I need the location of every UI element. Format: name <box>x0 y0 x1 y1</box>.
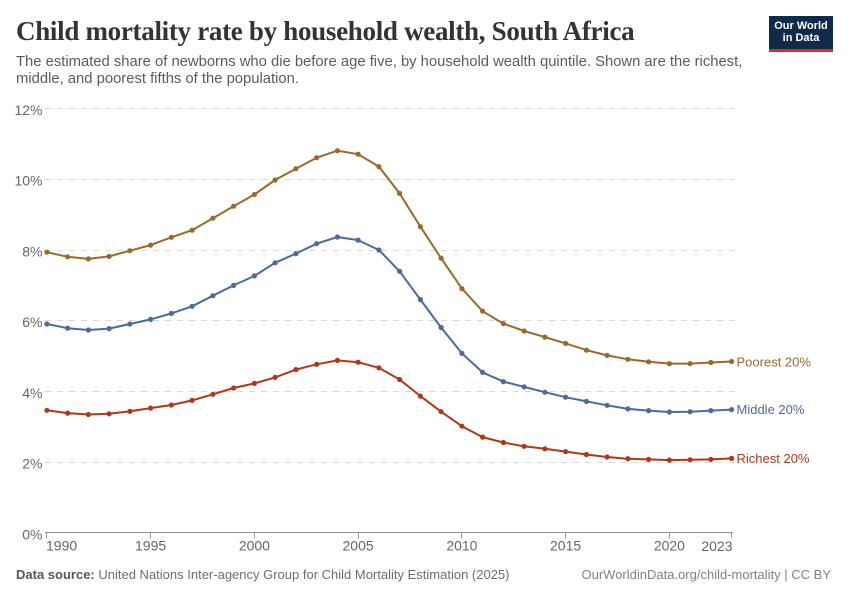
svg-text:10%: 10% <box>14 173 42 189</box>
svg-text:2000: 2000 <box>239 538 270 554</box>
svg-text:8%: 8% <box>22 243 42 259</box>
svg-text:2015: 2015 <box>550 538 581 554</box>
svg-text:12%: 12% <box>14 102 42 118</box>
svg-text:2%: 2% <box>22 456 42 472</box>
svg-text:Richest 20%: Richest 20% <box>737 451 810 466</box>
svg-text:1990: 1990 <box>46 538 77 554</box>
svg-text:1995: 1995 <box>135 538 166 554</box>
svg-text:2005: 2005 <box>343 538 374 554</box>
svg-text:4%: 4% <box>22 385 42 401</box>
svg-text:Poorest 20%: Poorest 20% <box>737 354 812 369</box>
svg-text:0%: 0% <box>22 526 42 542</box>
svg-text:6%: 6% <box>22 314 42 330</box>
svg-text:2020: 2020 <box>654 538 685 554</box>
svg-text:2023: 2023 <box>701 538 732 554</box>
svg-text:2010: 2010 <box>446 538 477 554</box>
svg-text:Middle 20%: Middle 20% <box>737 402 805 417</box>
